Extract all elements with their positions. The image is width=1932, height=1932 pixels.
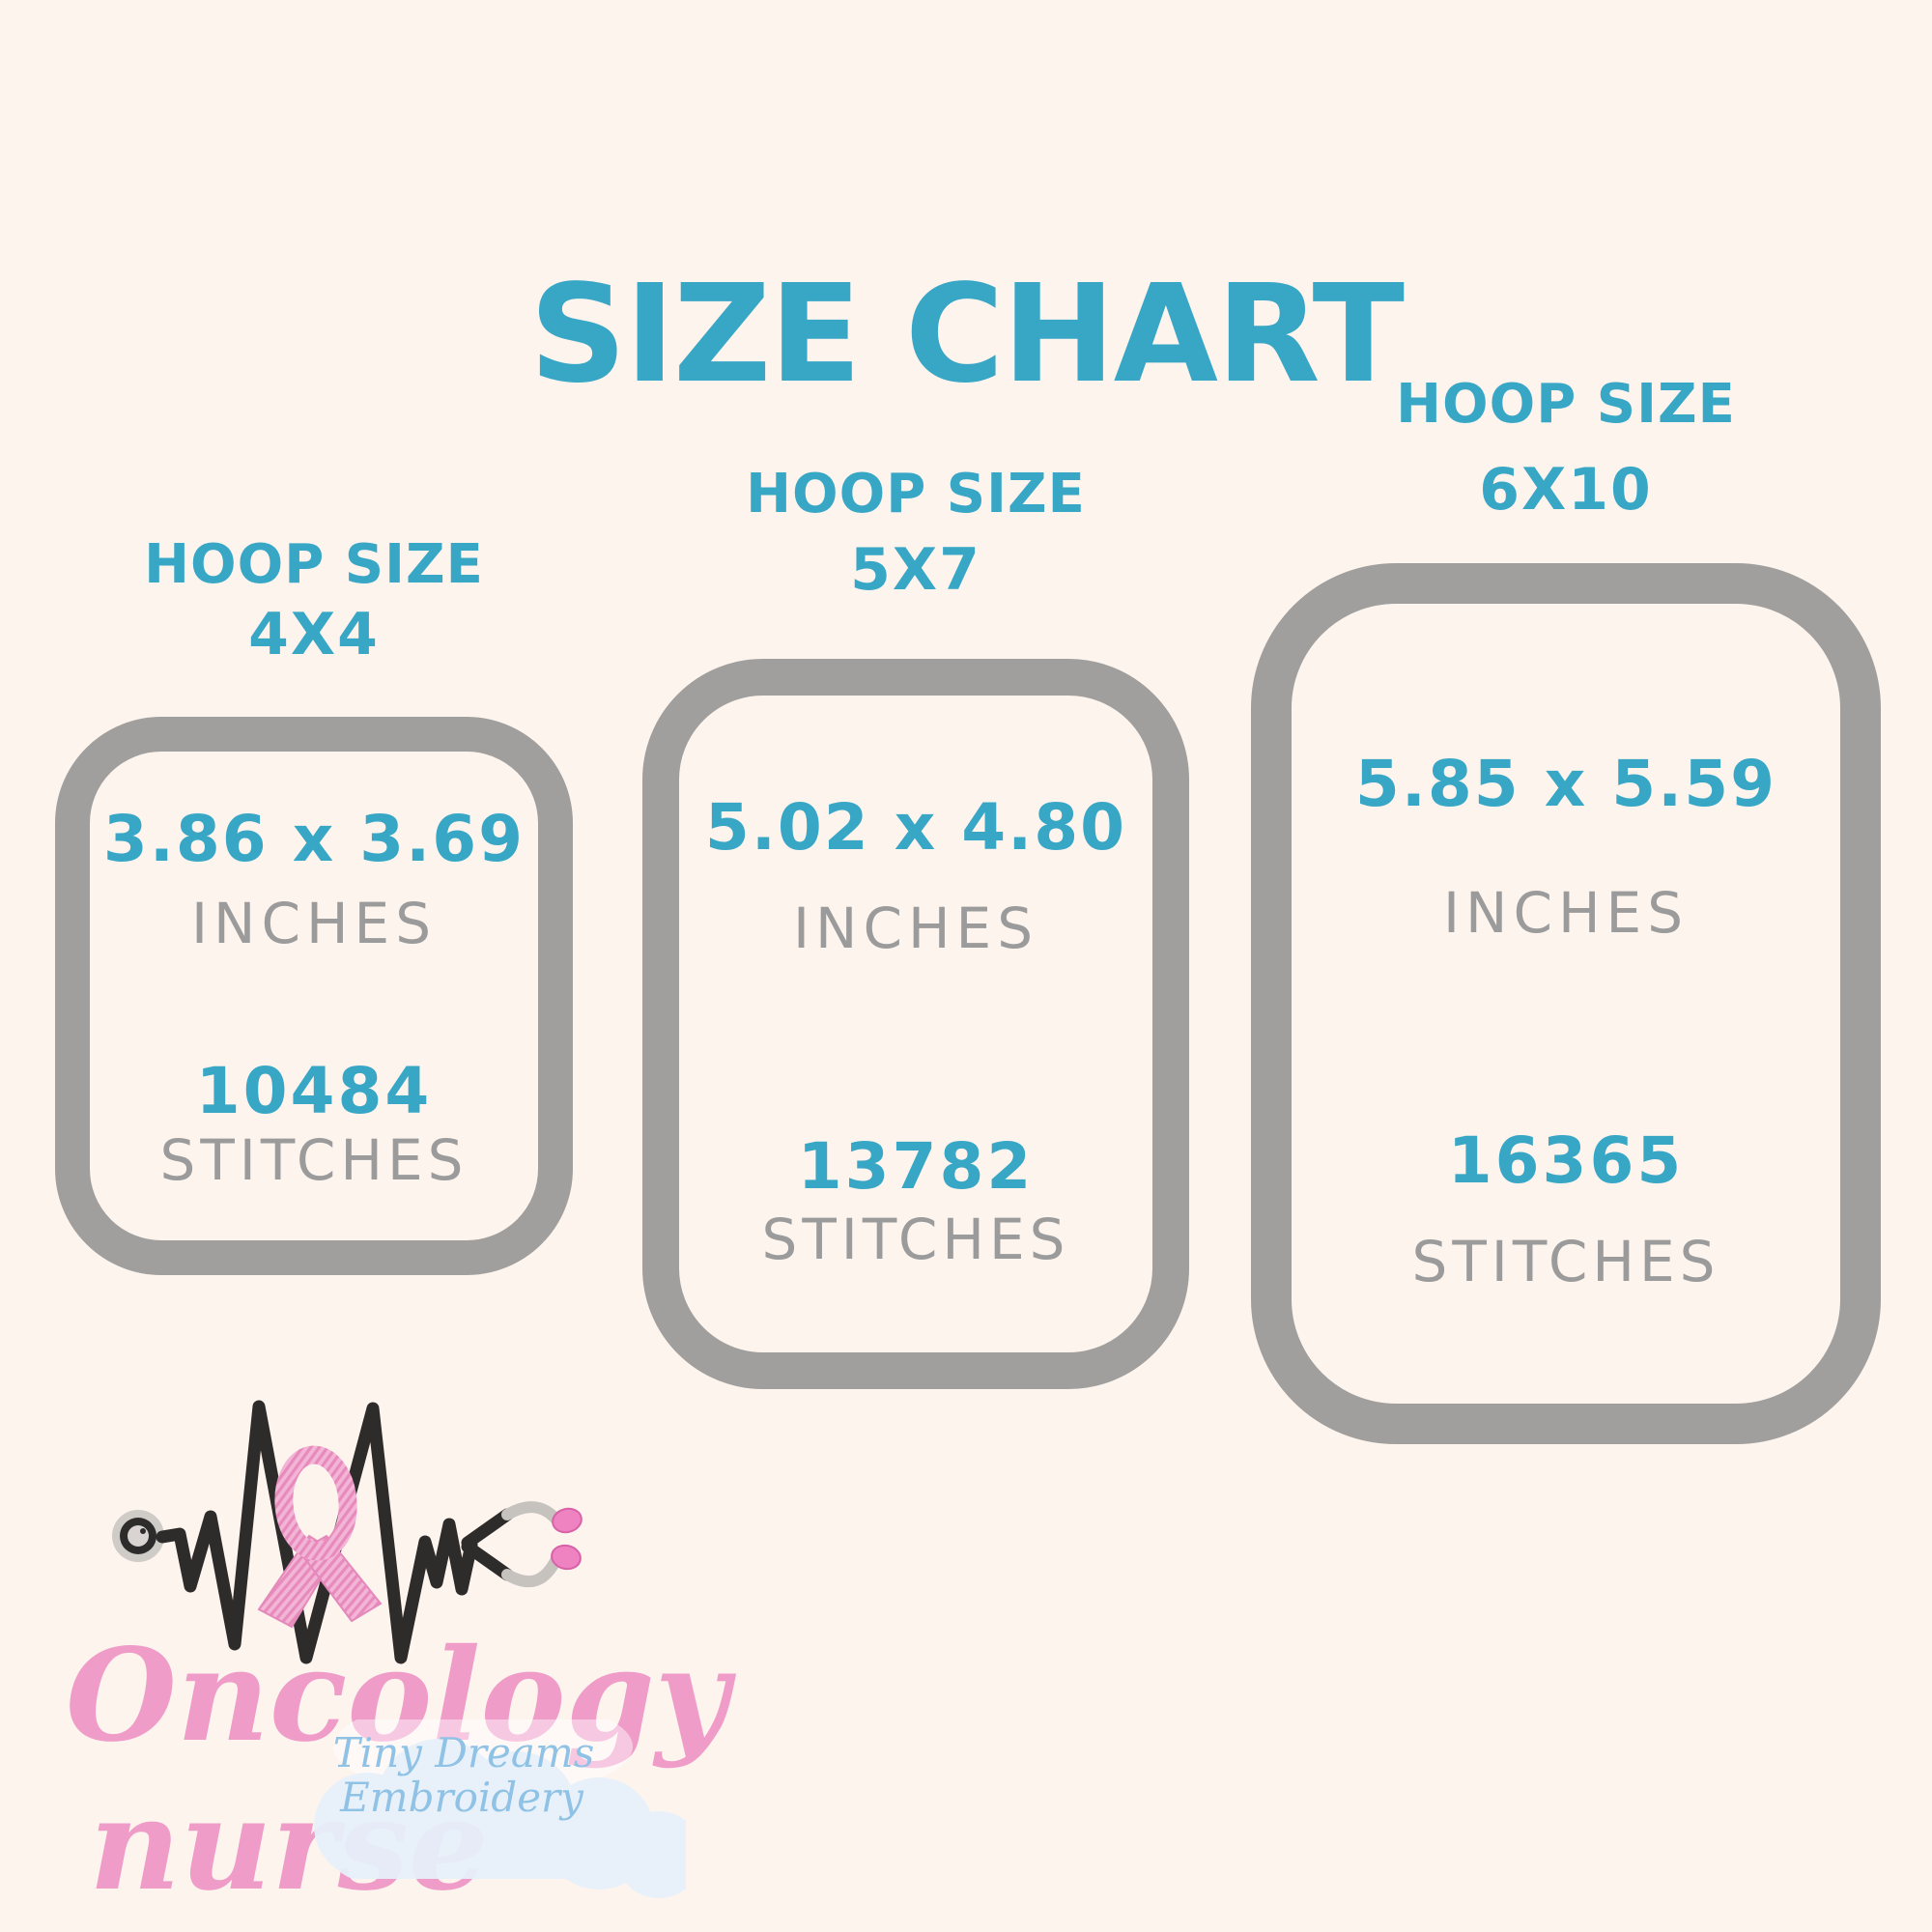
hoop-header-5x7-line1: HOOP SIZE: [746, 463, 1086, 526]
stitch-label-5x7: STITCHES: [761, 1207, 1070, 1272]
hoop-header-5x7-line2: 5X7: [850, 536, 981, 604]
watermark-line2: Embroidery: [340, 1774, 583, 1821]
design-size-5x7: 5.02 x 4.80: [704, 790, 1127, 865]
stitch-count-6x10: 16365: [1447, 1123, 1685, 1198]
unit-label-4x4: INCHES: [190, 891, 438, 956]
hoop-header-6x10-line1: HOOP SIZE: [1396, 373, 1736, 436]
design-size-6x10: 5.85 x 5.59: [1354, 747, 1777, 821]
stethoscope-earpiece-icon: [461, 1501, 582, 1588]
hoop-outline-4x4: [55, 717, 573, 1275]
stitch-label-4x4: STITCHES: [159, 1127, 469, 1193]
brand-logo-artwork: [112, 1400, 582, 1664]
hoop-header-4x4-line1: HOOP SIZE: [144, 533, 484, 596]
watermark-line1: Tiny Dreams: [332, 1729, 595, 1776]
hoop-header-6x10-line2: 6X10: [1479, 456, 1653, 524]
unit-label-6x10: INCHES: [1442, 880, 1690, 946]
hoop-outline-6x10: [1251, 563, 1881, 1444]
awareness-ribbon-icon: [257, 1445, 383, 1629]
hoop-header-4x4-line2: 4X4: [248, 601, 380, 668]
page-title: SIZE CHART: [528, 256, 1405, 413]
ekg-heartbeat-icon: [156, 1400, 478, 1664]
stitch-label-6x10: STITCHES: [1411, 1229, 1720, 1294]
stethoscope-chestpiece-icon: [112, 1510, 164, 1562]
unit-label-5x7: INCHES: [792, 895, 1039, 961]
stitch-count-4x4: 10484: [195, 1054, 433, 1128]
stitch-count-5x7: 13782: [797, 1129, 1035, 1204]
cloud-icon: [314, 1719, 686, 1898]
hoop-outline-5x7: [642, 659, 1189, 1389]
design-size-4x4: 3.86 x 3.69: [102, 802, 526, 876]
